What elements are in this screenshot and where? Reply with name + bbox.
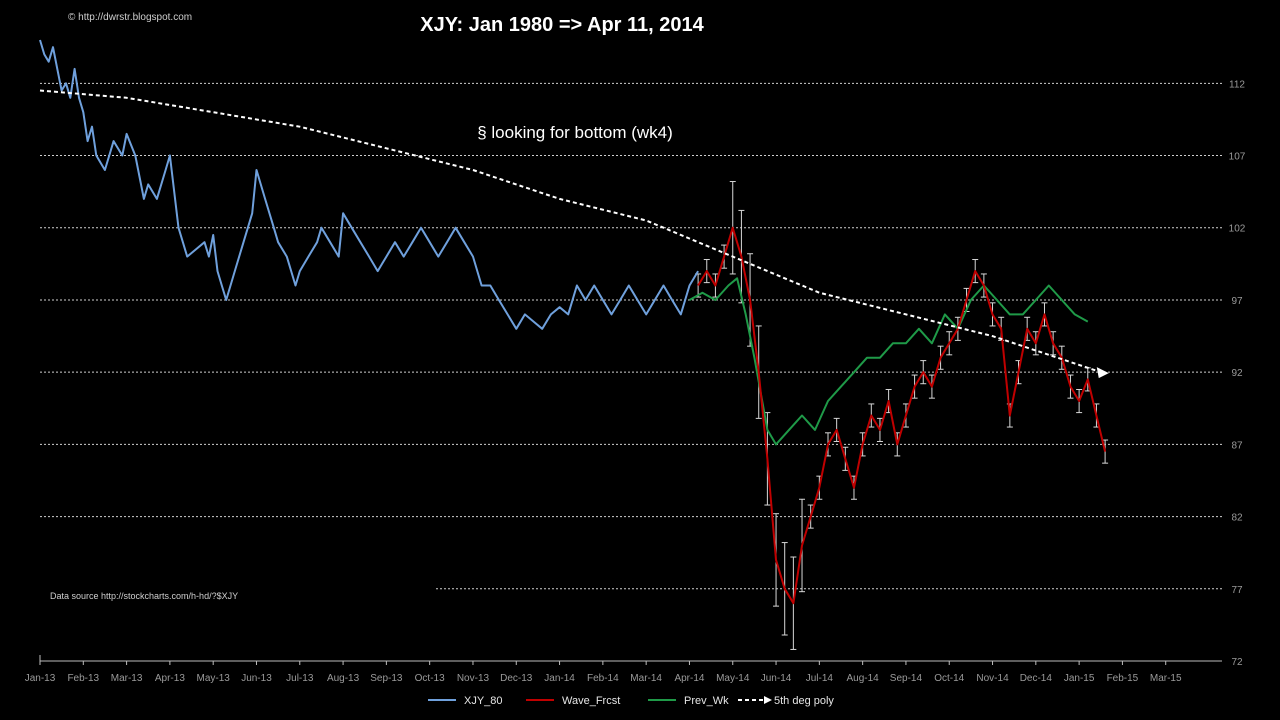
chart-title: XJY: Jan 1980 => Apr 11, 2014 [420,14,704,36]
x-tick-label: Nov-13 [457,673,490,684]
x-tick-label: Oct-13 [415,673,445,684]
y-tick-label: 97 [1231,296,1243,307]
legend-item: Wave_Frcst [526,695,620,707]
x-tick-label: Jan-14 [544,673,575,684]
legend-label: Prev_Wk [684,695,729,707]
series-line-xjy-80 [39,39,699,330]
legend-item: Prev_Wk [648,695,729,707]
x-tick-label: Sep-13 [370,673,403,684]
x-tick-label: Feb-13 [67,673,99,684]
x-tick-label: May-13 [197,673,231,684]
data-source-note: Data source http://stockcharts.com/h-hd/… [50,591,238,601]
x-tick-label: Apr-13 [155,673,185,684]
x-axis: Jan-13 Feb-13 Mar-13 Apr-13 May-13 Jun-13 Jul-… [25,655,1222,684]
legend-label: 5th deg poly [774,695,834,707]
annotation-text: § looking for bottom (wk4) [477,123,673,142]
series-line-5th-deg-poly [39,89,1102,374]
legend-item: XJY_80 [428,695,503,707]
y-tick-label: 112 [1229,79,1245,90]
poly-arrow-head [1096,367,1109,379]
copyright-text: © http://dwrstr.blogspot.com [68,12,192,23]
y-tick-label: 102 [1229,224,1246,235]
x-tick-label: Feb-14 [587,673,619,684]
x-tick-label: Dec-13 [500,673,533,684]
x-tick-label: Jul-14 [806,673,834,684]
x-tick-label: Feb-15 [1107,673,1139,684]
x-tick-label: Jan-13 [25,673,56,684]
y-axis-tick-labels: 72 77 82 87 92 97 102 107 112 [1229,79,1246,668]
series-line-prev-wk [689,277,1089,446]
x-tick-label: Jun-14 [761,673,792,684]
gridlines [40,82,1222,590]
y-tick-label: 77 [1231,585,1243,596]
legend: XJY_80 Wave_Frcst Prev_Wk 5th deg poly [428,695,834,707]
y-tick-label: 92 [1231,368,1243,379]
x-tick-label: Mar-14 [630,673,662,684]
x-tick-label: Mar-15 [1150,673,1182,684]
x-tick-label: Aug-13 [327,673,360,684]
x-tick-label: Oct-14 [934,673,964,684]
y-tick-label: 82 [1231,513,1243,524]
y-tick-label: 72 [1231,657,1243,668]
x-tick-label: Sep-14 [890,673,923,684]
x-tick-label: Jan-15 [1064,673,1095,684]
legend-label: Wave_Frcst [562,695,620,707]
x-tick-label: Mar-13 [111,673,143,684]
series-lines [39,39,1109,605]
x-tick-label: Nov-14 [976,673,1009,684]
x-tick-label: Dec-14 [1020,673,1053,684]
x-tick-label: Jul-13 [286,673,314,684]
x-tick-label: May-14 [716,673,750,684]
legend-label: XJY_80 [464,695,503,707]
x-tick-label: Jun-13 [241,673,272,684]
x-tick-label: Apr-14 [674,673,704,684]
error-bars [695,181,1109,650]
series-line-wave-frcst [697,226,1107,605]
x-tick-label: Aug-14 [847,673,880,684]
y-tick-label: 87 [1231,440,1243,451]
legend-item: 5th deg poly [738,695,834,707]
y-tick-label: 107 [1229,152,1246,163]
